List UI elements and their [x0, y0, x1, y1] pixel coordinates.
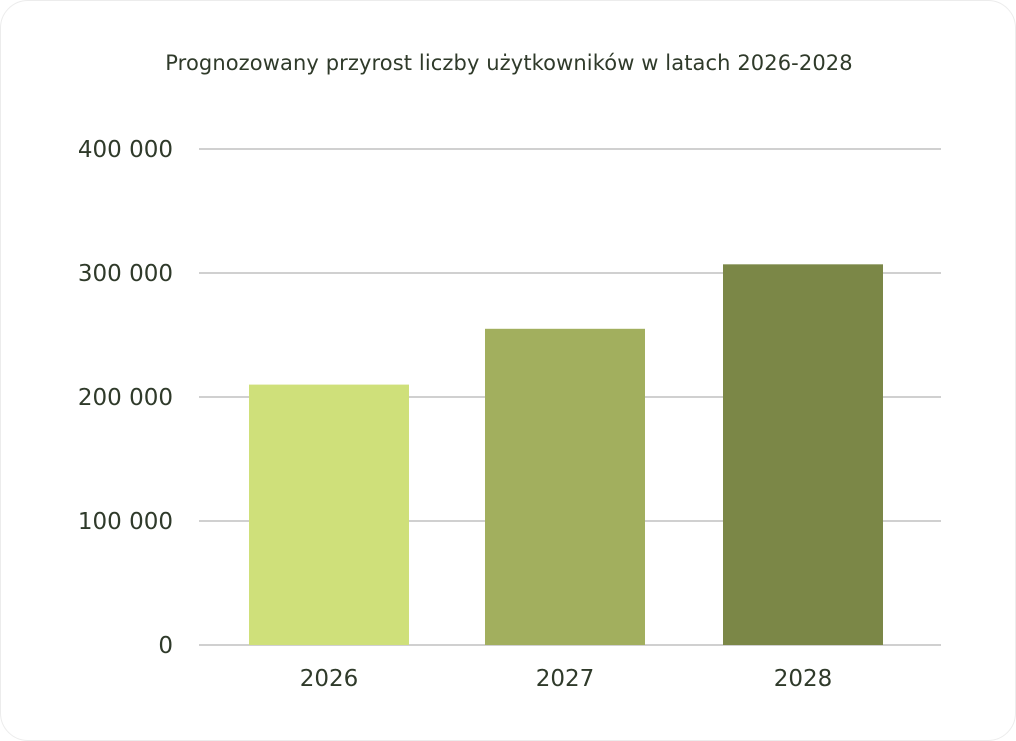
- y-axis-tick-labels: 0 100 000 200 000 300 000 400 000: [78, 137, 173, 659]
- y-tick-label: 200 000: [78, 385, 173, 411]
- x-tick-label: 2027: [536, 666, 595, 692]
- bar-2027: [485, 328, 645, 645]
- bars: [249, 264, 883, 645]
- chart-title: Prognozowany przyrost liczby użytkownikó…: [165, 51, 853, 75]
- x-axis-tick-labels: 2026 2027 2028: [300, 666, 833, 692]
- bar-2026: [249, 384, 409, 645]
- x-tick-label: 2028: [774, 666, 833, 692]
- bar-2028: [723, 264, 883, 645]
- y-tick-label: 100 000: [78, 509, 173, 535]
- y-tick-label: 300 000: [78, 261, 173, 287]
- x-tick-label: 2026: [300, 666, 359, 692]
- y-tick-label: 0: [158, 633, 173, 659]
- y-tick-label: 400 000: [78, 137, 173, 163]
